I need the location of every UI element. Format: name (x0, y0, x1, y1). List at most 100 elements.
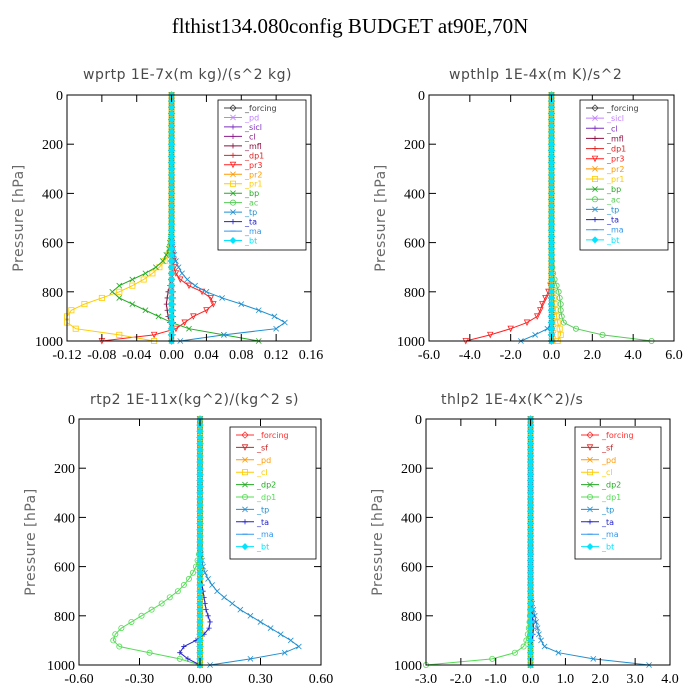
legend-label: _forcing (256, 431, 289, 440)
legend-marker (587, 456, 593, 463)
legend-label: _pr2 (244, 170, 262, 179)
legend-item: _pr1 (224, 180, 262, 189)
legend-label: _tp (601, 505, 614, 514)
legend-label: _cl (606, 124, 618, 133)
y-tick-label: 800 (404, 286, 425, 301)
legend-marker (586, 543, 594, 551)
data-point (557, 331, 564, 338)
series-line (425, 419, 532, 666)
legend-label: _ac (244, 199, 258, 208)
data-point (142, 307, 149, 314)
legend-label: _ta (256, 518, 269, 527)
data-point (539, 301, 546, 308)
y-tick-label: 600 (401, 561, 422, 576)
legend-label: _ac (606, 195, 620, 204)
chart-title: wprtp 1E-7x(m kg)/(s^2 kg) (83, 67, 292, 83)
data-point (599, 331, 606, 338)
data-point (140, 276, 147, 283)
data-point (555, 649, 562, 656)
data-point (138, 612, 145, 619)
data-point (109, 288, 116, 295)
legend-item: _ac (224, 199, 258, 208)
legend-item: _forcing (224, 104, 277, 113)
data-point (273, 325, 280, 332)
legend-marker (242, 519, 248, 525)
x-tick-label: -4.0 (459, 348, 481, 363)
data-point (520, 643, 527, 650)
data-point (205, 613, 211, 619)
data-point (219, 295, 225, 301)
x-tick-label: -2.0 (450, 672, 472, 687)
legend-marker (592, 216, 598, 223)
data-point (523, 319, 531, 327)
legend-item: _dp1 (586, 145, 626, 154)
legend-marker (587, 493, 594, 500)
legend-marker (592, 196, 599, 203)
data-point (287, 637, 294, 644)
legend-item: _ta (581, 518, 614, 527)
x-tick-label: 2.0 (584, 348, 602, 363)
series-pr3 (98, 92, 217, 345)
legend-marker (586, 444, 594, 451)
data-point (556, 294, 563, 301)
legend-label: _pr1 (244, 180, 262, 189)
data-point (557, 307, 564, 314)
data-point (166, 594, 173, 601)
y-tick-label: 1000 (397, 335, 425, 350)
x-tick-label: 4.0 (661, 672, 679, 687)
x-tick-label: 0.0 (522, 672, 540, 687)
data-point (558, 313, 565, 320)
y-tick-label: 0 (56, 89, 63, 104)
y-tick-label: 400 (401, 511, 422, 526)
data-point (203, 288, 210, 295)
y-tick-label: 400 (404, 187, 425, 202)
data-point (173, 258, 179, 264)
data-point (507, 325, 514, 333)
legend-item: _tp (224, 208, 257, 217)
legend-item: _ma (236, 530, 274, 539)
data-point (189, 569, 196, 576)
y-tick-label: 400 (54, 511, 75, 526)
data-point (533, 313, 541, 320)
y-tick-label: 200 (42, 138, 63, 153)
series-ta (177, 416, 213, 668)
legend-item: _cl (586, 124, 618, 133)
x-tick-label: 0.12 (264, 348, 289, 363)
data-point (98, 294, 105, 301)
legend-item: _bt (581, 543, 614, 552)
series-bt (168, 91, 176, 345)
legend-item: _dp1 (581, 493, 621, 502)
legend-marker (592, 165, 598, 172)
y-axis-label: Pressure [hPa] (370, 488, 386, 595)
data-point (203, 307, 210, 314)
y-axis-label: Pressure [hPa] (23, 488, 39, 595)
data-point (277, 631, 284, 638)
data-point (573, 325, 580, 332)
legend-item: _tp (581, 505, 614, 514)
legend-marker (592, 206, 598, 213)
legend-label: _sicl (244, 123, 262, 132)
series-dp1 (110, 415, 203, 669)
x-tick-label: -1.0 (485, 672, 507, 687)
x-tick-label: 0.08 (229, 348, 254, 363)
legend-item: _sicl (586, 114, 624, 123)
x-tick-label: -0.30 (125, 672, 154, 687)
legend-marker (230, 209, 236, 216)
data-point (129, 282, 136, 289)
legend-label: _cl (244, 132, 256, 141)
legend-label: _forcing (244, 104, 277, 113)
legend-item: _ac (586, 195, 620, 204)
data-point (185, 282, 193, 290)
legend-label: _pr3 (606, 155, 624, 164)
legend-label: _pd (256, 456, 271, 465)
data-point (590, 655, 597, 662)
legend-marker (230, 219, 236, 225)
legend-marker (592, 145, 598, 152)
legend-marker (592, 175, 599, 182)
legend-marker (230, 133, 236, 139)
data-point (192, 282, 198, 289)
data-point (185, 656, 191, 662)
data-point (560, 319, 567, 326)
data-point (209, 582, 215, 588)
legend-label: _tp (606, 205, 619, 214)
